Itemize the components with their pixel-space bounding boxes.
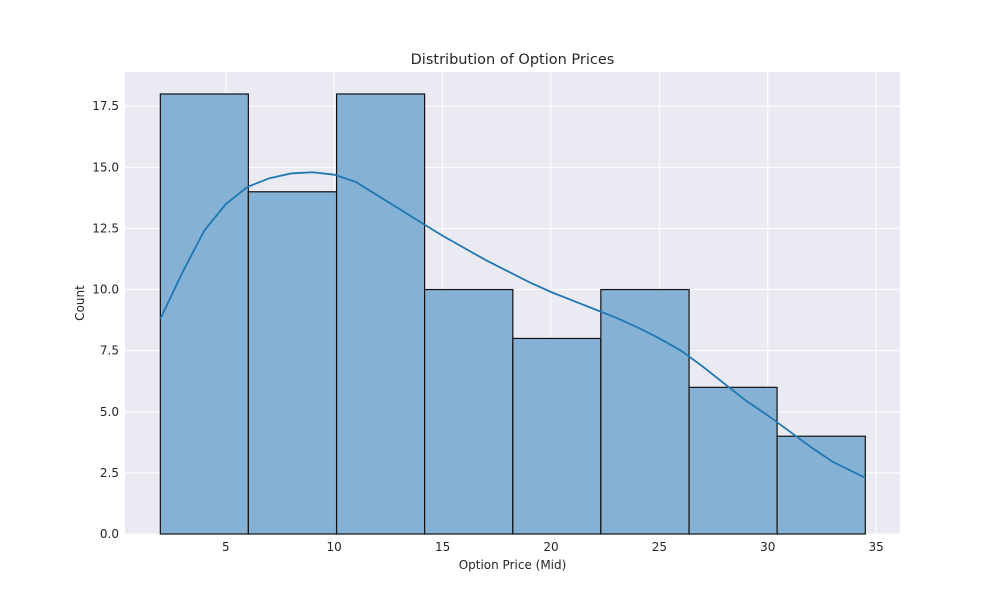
kde-curve [159,171,866,479]
histogram-bar [512,337,602,535]
histogram-bar [159,93,249,535]
y-axis-label: Count [73,285,87,321]
x-tick-label: 25 [652,540,667,554]
y-tick-label: 0.0 [100,527,119,541]
y-tick-label: 5.0 [100,405,119,419]
x-tick-labels: 5 10 15 20 25 30 35 [222,540,884,554]
y-tick-label: 15.0 [92,160,119,174]
histogram-bar [600,288,690,535]
histogram-bar [776,435,866,535]
x-tick-label: 35 [869,540,884,554]
histogram-bar [688,386,778,535]
x-tick-label: 5 [222,540,230,554]
y-tick-labels: 0.0 2.5 5.0 7.5 10.0 12.5 15.0 17.5 [92,99,119,541]
histogram-bars [159,93,866,535]
y-tick-label: 2.5 [100,466,119,480]
x-tick-label: 10 [327,540,342,554]
y-tick-label: 7.5 [100,344,119,358]
y-tick-label: 12.5 [92,221,119,235]
x-tick-label: 30 [760,540,775,554]
x-tick-label: 20 [543,540,558,554]
y-tick-label: 17.5 [92,99,119,113]
chart-title: Distribution of Option Prices [411,52,615,68]
histogram-bar [423,288,514,535]
x-axis-label: Option Price (Mid) [459,558,567,572]
histogram-bar [335,93,426,535]
histogram-bar [247,191,338,535]
x-tick-label: 15 [435,540,450,554]
y-tick-label: 10.0 [92,283,119,297]
